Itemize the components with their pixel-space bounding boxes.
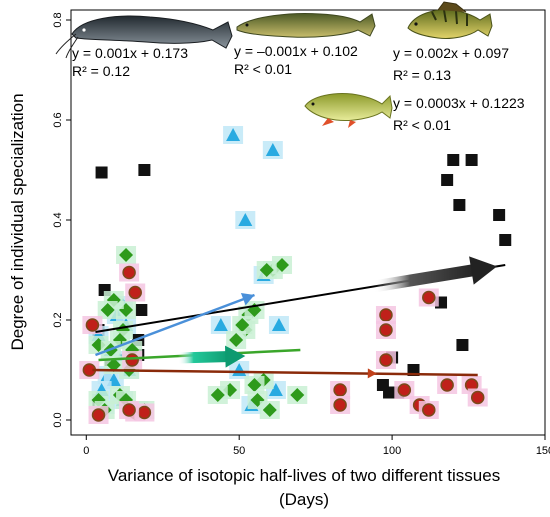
x-tick-label: 100 [383,445,401,457]
data-point-diamond [106,358,121,372]
data-point-square [447,154,460,166]
series-circle-points [79,263,488,424]
y-tick-label: 0.4 [52,212,64,227]
data-point-circle [422,403,436,417]
data-point-diamond [262,403,277,417]
data-point-triangle [238,213,253,226]
data-point-triangle [226,128,241,141]
trend-line-red [92,368,478,377]
data-point-circle [397,383,412,397]
x-axis-label-line1: Variance of isotopic half-lives of two d… [108,466,500,485]
pike-equation: y = –0.001x + 0.102 [234,43,358,59]
data-point-circle [333,383,347,397]
data-point-triangle [265,143,280,156]
trend-arrow-black-head [469,256,498,285]
perch-illustration [407,1,493,39]
data-point-triangle [213,318,228,331]
data-point-square [441,174,454,186]
rudd-illustration [304,93,393,128]
data-point-square [493,209,506,221]
data-point-circle [122,403,136,417]
data-point-square [95,166,108,179]
data-point-square [499,234,512,246]
data-point-circle [379,308,393,322]
data-point-triangle [271,318,286,331]
data-point-diamond [235,318,250,332]
catfish-equation: y = 0.001x + 0.173 [72,45,188,61]
data-point-diamond [119,248,134,262]
x-axis: 0 50 100 150 [83,435,550,457]
y-tick-label: 0.0 [52,412,64,427]
trend-arrow-blue-head [240,293,255,306]
rudd-equation: y = 0.0003x + 0.1223 [393,95,525,111]
data-point-circle [422,290,436,305]
data-point-square [453,199,466,211]
plot-frame [70,9,546,436]
data-point-circle [379,353,393,367]
data-point-circle [91,408,106,422]
perch-equation: y = 0.002x + 0.097 [393,45,509,61]
data-point-circle [128,285,142,300]
data-point-circle [333,398,347,412]
data-point-diamond [100,303,115,317]
data-point-diamond [210,388,225,402]
x-tick-label: 150 [536,445,550,457]
data-point-diamond [275,258,290,272]
data-point-circle [125,353,139,367]
data-point-circle [85,318,100,332]
x-axis-label-line2: (Days) [279,490,329,509]
trend-line-blue [95,293,255,357]
y-tick-label: 0.2 [52,312,64,327]
data-point-diamond [290,388,305,402]
pike-illustration [236,13,376,38]
data-point-diamond [229,333,244,347]
catfish-r2: R² = 0.12 [72,63,130,79]
data-point-square [465,154,478,166]
pike-r2: R² < 0.01 [234,61,292,77]
y-axis-label: Degree of individual specialization [8,93,27,350]
trend-arrow-green-head [225,345,246,368]
catfish-illustration [55,15,233,59]
data-point-circle [379,323,393,337]
data-point-square [456,339,469,351]
trend-lines [92,256,506,379]
data-point-circle [470,390,485,405]
trend-arrow-green-body [177,351,231,364]
y-tick-label: 0.8 [52,12,64,27]
data-point-square [135,304,148,316]
data-point-triangle [268,383,283,396]
data-point-circle [137,405,152,420]
data-point-diamond [247,378,262,392]
rudd-r2: R² < 0.01 [393,117,451,133]
data-points [79,126,512,424]
trend-arrow-black-body [373,263,478,293]
trend-arrow-red-head [367,368,377,379]
data-point-square [376,379,389,391]
data-point-diamond [259,263,274,277]
x-tick-label: 50 [233,445,245,457]
data-point-square [138,164,151,176]
y-tick-label: 0.6 [52,112,64,127]
data-point-circle [122,265,136,280]
y-axis: 0.0 0.2 0.4 0.6 0.8 [52,12,71,428]
perch-r2: R² = 0.13 [393,67,451,83]
x-tick-label: 0 [83,445,89,457]
data-point-circle [440,378,454,392]
